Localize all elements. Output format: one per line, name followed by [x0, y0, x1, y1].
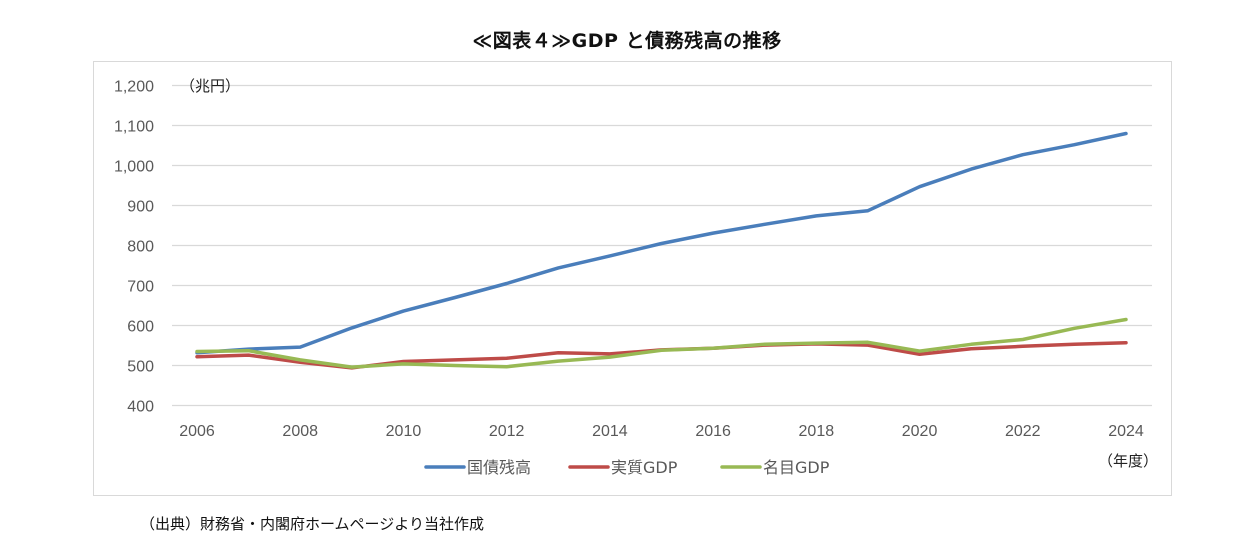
x-tick-label: 2010 — [386, 423, 422, 440]
x-tick-label: 2018 — [799, 423, 835, 440]
gridlines — [172, 84, 1152, 407]
y-tick-label: 400 — [127, 399, 154, 416]
y-tick-label: 500 — [127, 359, 154, 376]
legend-label: 実質GDP — [611, 458, 678, 477]
chart-title: ≪図表４≫GDP と債務残高の推移 — [472, 30, 782, 52]
y-tick-label: 1,200 — [114, 79, 154, 96]
x-axis-ticks: 2006 2008 2010 2012 2014 2016 2018 2020 2022 2024 — [179, 423, 1144, 440]
x-tick-label: 2022 — [1005, 423, 1041, 440]
series-lines — [195, 131, 1128, 370]
legend-label: 国債残高 — [467, 458, 531, 477]
y-axis-ticks: 400 500 600 700 800 900 1,000 1,100 1,200 — [114, 79, 154, 416]
y-tick-label: 1,000 — [114, 159, 154, 176]
x-tick-label: 2020 — [902, 423, 938, 440]
x-tick-label: 2024 — [1108, 423, 1144, 440]
y-tick-label: 700 — [127, 279, 154, 296]
y-tick-label: 800 — [127, 239, 154, 256]
x-tick-label: 2014 — [592, 423, 628, 440]
y-tick-label: 1,100 — [114, 119, 154, 136]
x-tick-label: 2008 — [282, 423, 318, 440]
legend: 国債残高 実質GDP 名目GDP — [424, 458, 830, 477]
series-line-1 — [195, 131, 1128, 355]
source-note: （出典）財務省・内閣府ホームページより当社作成 — [140, 515, 484, 533]
y-tick-label: 600 — [127, 319, 154, 336]
series-line-3 — [195, 317, 1128, 369]
legend-label: 名目GDP — [763, 458, 830, 477]
x-tick-label: 2012 — [489, 423, 525, 440]
x-axis-unit-label: （年度） — [1098, 452, 1158, 470]
x-tick-label: 2006 — [179, 423, 215, 440]
chart-area — [93, 61, 1172, 496]
x-tick-label: 2016 — [695, 423, 731, 440]
y-axis-unit-label: （兆円） — [180, 77, 240, 95]
y-tick-label: 900 — [127, 199, 154, 216]
